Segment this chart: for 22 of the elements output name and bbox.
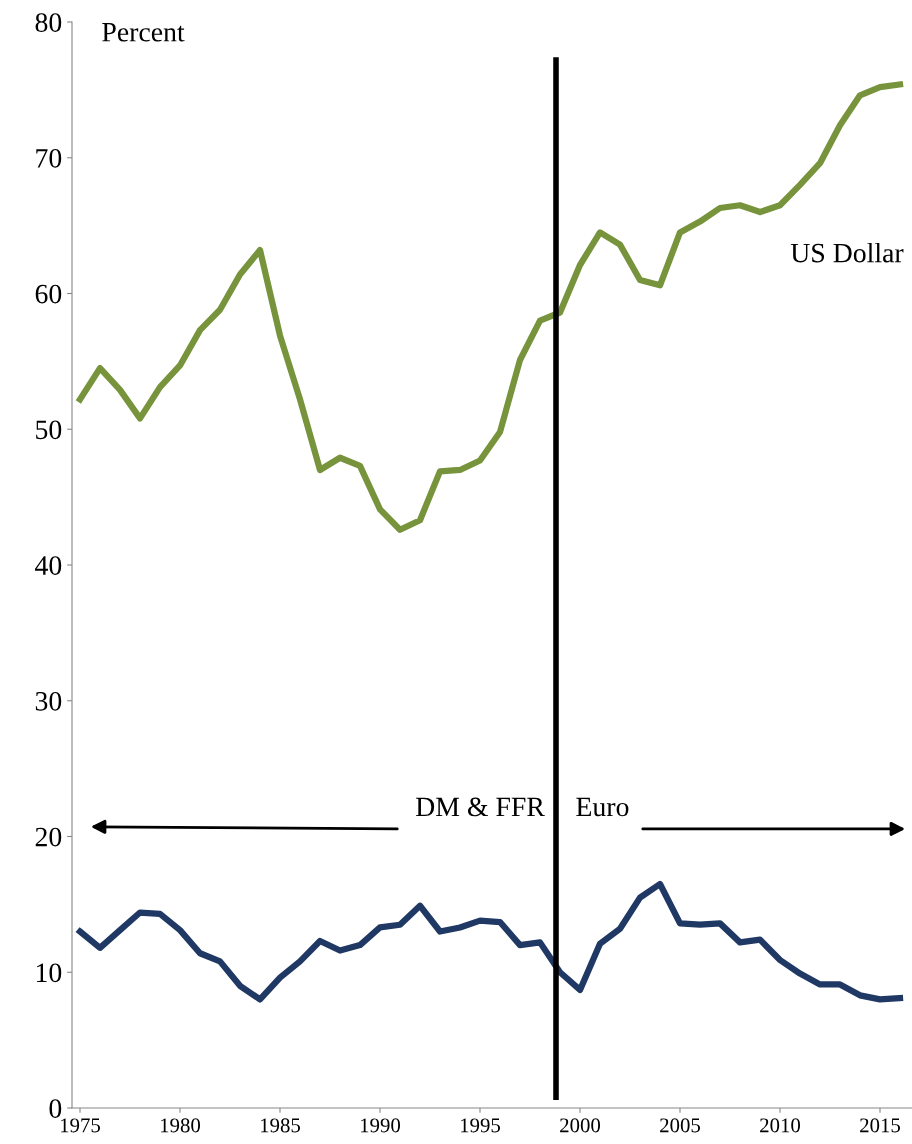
- y-tick-label: 10: [36, 963, 62, 983]
- x-tick-label: 1990: [361, 1118, 401, 1133]
- y-axis-title: Percent: [102, 23, 185, 42]
- x-tick-label: 2005: [660, 1118, 701, 1133]
- y-tick-label: 0: [49, 1099, 62, 1118]
- x-tick-label: 1995: [461, 1118, 501, 1133]
- x-tick-label: 2000: [560, 1118, 601, 1133]
- x-tick-label: 1980: [161, 1118, 201, 1133]
- y-tick-label: 20: [35, 827, 62, 847]
- y-tick-label: 60: [35, 284, 62, 304]
- y-tick-label: 80: [35, 13, 62, 32]
- x-tick-label: 1985: [261, 1118, 301, 1133]
- x-tick-label: 1975: [61, 1118, 101, 1133]
- annotation: DM & FFR: [416, 797, 545, 817]
- y-tick-label: 40: [35, 556, 62, 575]
- annotation: Euro: [576, 797, 629, 817]
- x-tick-label: 2015: [860, 1118, 901, 1133]
- y-tick-label: 50: [36, 420, 62, 440]
- x-tick-label: 2010: [760, 1118, 801, 1133]
- y-tick-label: 70: [36, 148, 62, 168]
- y-tick-label: 30: [35, 691, 62, 711]
- series-label: US Dollar: [790, 242, 904, 263]
